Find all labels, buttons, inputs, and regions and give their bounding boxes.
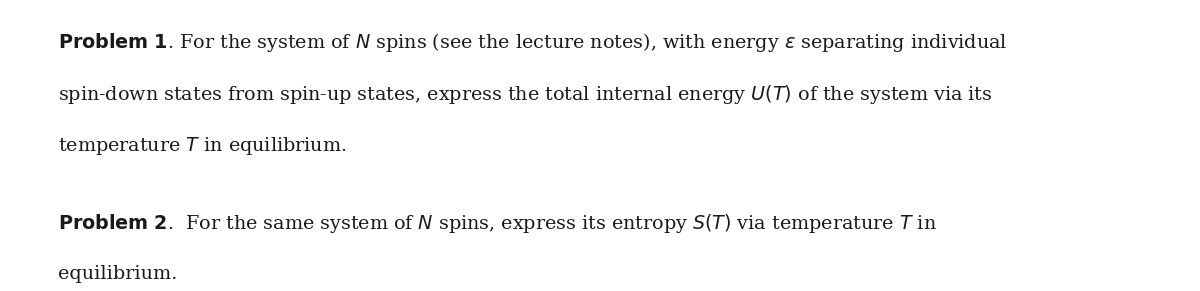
Text: equilibrium.: equilibrium.	[58, 265, 176, 283]
Text: temperature $T$ in equilibrium.: temperature $T$ in equilibrium.	[58, 135, 346, 157]
Text: $\mathbf{Problem\ 1}$. For the system of $N$ spins (see the lecture notes), with: $\mathbf{Problem\ 1}$. For the system of…	[58, 31, 1007, 54]
Text: $\mathbf{Problem\ 2}$.  For the same system of $N$ spins, express its entropy $S: $\mathbf{Problem\ 2}$. For the same syst…	[58, 212, 936, 235]
Text: spin-down states from spin-up states, express the total internal energy $U(T)$ o: spin-down states from spin-up states, ex…	[58, 83, 992, 106]
